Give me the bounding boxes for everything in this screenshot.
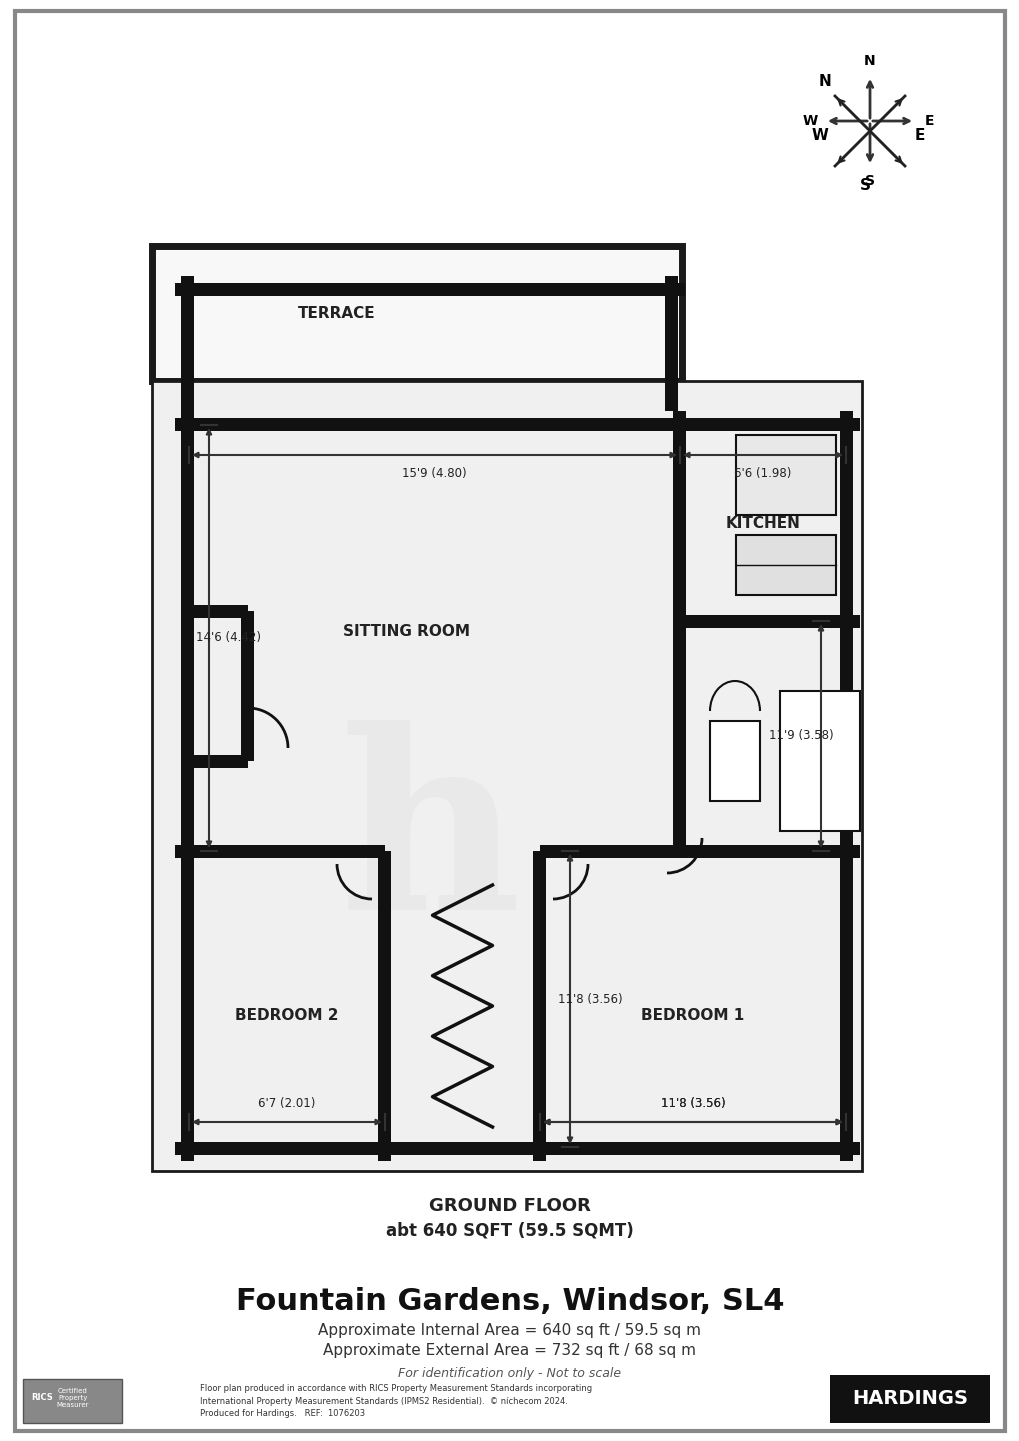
Text: SITTING ROOM: SITTING ROOM <box>343 624 470 638</box>
Bar <box>664 277 678 411</box>
Bar <box>189 852 384 1147</box>
Text: 14'6 (4.42): 14'6 (4.42) <box>197 631 261 644</box>
Text: 15'9 (4.80): 15'9 (4.80) <box>401 467 467 480</box>
Bar <box>680 614 859 627</box>
Text: 11'8 (3.56): 11'8 (3.56) <box>660 1098 725 1111</box>
Text: 6'6 (1.98): 6'6 (1.98) <box>734 467 791 480</box>
Bar <box>840 411 853 1161</box>
Text: BEDROOM 2: BEDROOM 2 <box>235 1009 338 1023</box>
Text: E: E <box>924 114 933 128</box>
Bar <box>539 844 680 857</box>
Text: 11'9 (3.58): 11'9 (3.58) <box>768 729 833 742</box>
Text: For identification only - Not to scale: For identification only - Not to scale <box>398 1366 621 1379</box>
Text: N: N <box>818 73 830 88</box>
Text: 11'8 (3.56): 11'8 (3.56) <box>557 993 622 1006</box>
Text: Approximate External Area = 732 sq ft / 68 sq m: Approximate External Area = 732 sq ft / … <box>323 1343 696 1359</box>
Bar <box>829 1375 989 1424</box>
Text: Certified
Property
Measurer: Certified Property Measurer <box>57 1388 90 1408</box>
Bar <box>152 380 861 1172</box>
Text: Floor plan produced in accordance with RICS Property Measurement Standards incor: Floor plan produced in accordance with R… <box>200 1383 592 1418</box>
Bar <box>736 535 836 595</box>
Text: E: E <box>914 128 924 144</box>
Bar <box>242 611 255 761</box>
Bar <box>152 246 682 380</box>
Bar <box>680 621 845 852</box>
Text: Fountain Gardens, Windsor, SL4: Fountain Gardens, Windsor, SL4 <box>235 1287 784 1316</box>
Text: W: W <box>802 114 817 128</box>
Text: GROUND FLOOR: GROUND FLOOR <box>429 1197 590 1215</box>
Bar <box>189 425 680 852</box>
Text: abt 640 SQFT (59.5 SQMT): abt 640 SQFT (59.5 SQMT) <box>386 1222 633 1241</box>
Text: W: W <box>811 128 827 144</box>
Text: N: N <box>863 53 875 68</box>
Bar <box>187 605 248 618</box>
Bar <box>673 411 686 852</box>
Text: 6'7 (2.01): 6'7 (2.01) <box>258 1098 315 1111</box>
Text: S: S <box>859 179 869 193</box>
Text: 11'8 (3.56): 11'8 (3.56) <box>660 1098 725 1111</box>
Bar <box>680 425 845 621</box>
Text: RICS: RICS <box>32 1393 53 1402</box>
Text: h: h <box>338 720 521 963</box>
Bar <box>539 852 845 1147</box>
Bar <box>175 1141 859 1154</box>
Bar <box>709 720 759 801</box>
Text: TERRACE: TERRACE <box>298 307 375 321</box>
Bar <box>175 418 859 431</box>
Text: HARDINGS: HARDINGS <box>851 1389 967 1408</box>
Bar <box>175 277 685 411</box>
Bar <box>736 435 836 514</box>
Bar <box>384 852 539 1147</box>
FancyBboxPatch shape <box>23 1379 122 1424</box>
Bar <box>181 411 195 1161</box>
Text: S: S <box>864 174 874 187</box>
Bar <box>378 852 391 1161</box>
Text: Approximate Internal Area = 640 sq ft / 59.5 sq m: Approximate Internal Area = 640 sq ft / … <box>318 1323 701 1339</box>
Bar <box>175 844 384 857</box>
Bar <box>680 844 859 857</box>
Text: BEDROOM 1: BEDROOM 1 <box>641 1009 744 1023</box>
Bar <box>181 277 195 411</box>
Bar <box>175 282 685 295</box>
Bar <box>187 755 248 768</box>
Text: KITCHEN: KITCHEN <box>725 516 800 530</box>
Bar <box>533 852 546 1161</box>
Bar <box>780 692 859 831</box>
